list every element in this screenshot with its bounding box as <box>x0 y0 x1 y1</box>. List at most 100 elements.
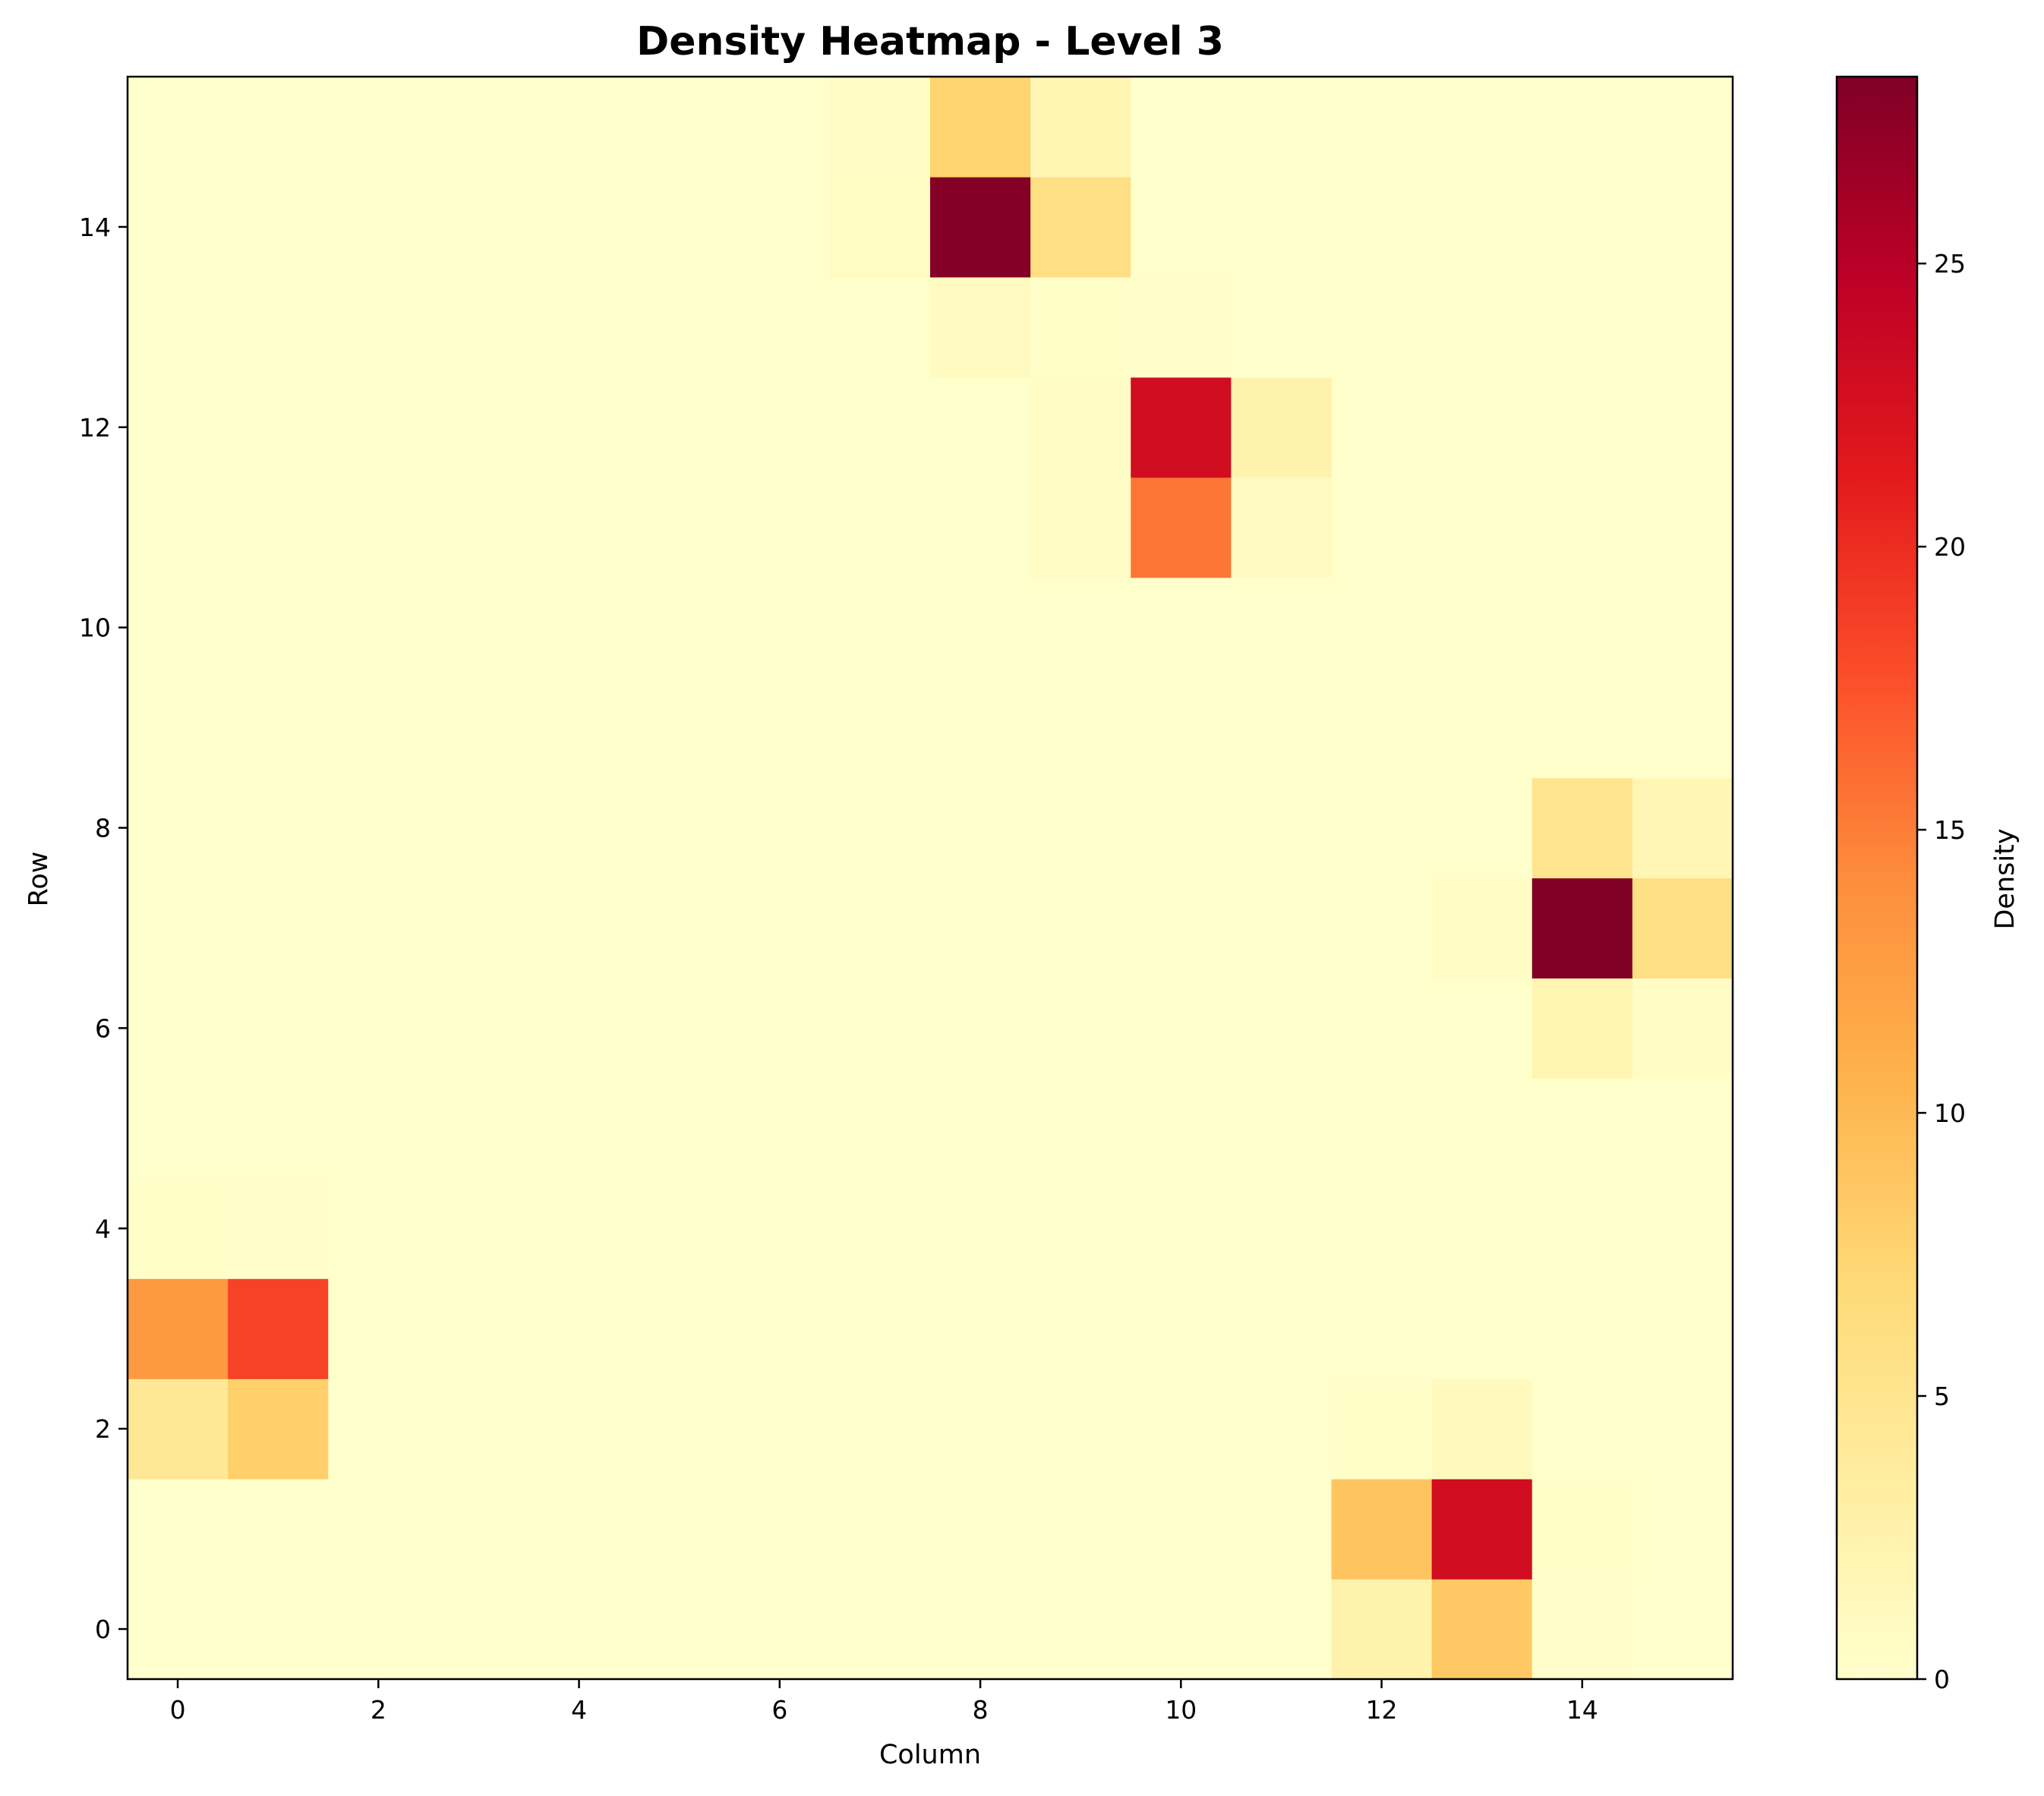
heatmap-cell-r5-c13 <box>1431 1078 1533 1179</box>
x-tick-label: 2 <box>371 1695 386 1725</box>
heatmap-cell-r11-c4 <box>528 477 630 578</box>
heatmap-cell-r11-c0 <box>128 477 229 578</box>
x-axis-label: Column <box>879 1740 981 1770</box>
heatmap-cell-r7-c12 <box>1331 878 1433 979</box>
heatmap-cell-r1-c3 <box>428 1479 530 1580</box>
heatmap-cell-r13-c9 <box>1030 276 1131 378</box>
heatmap-cell-r2-c10 <box>1131 1379 1232 1479</box>
x-tick-label: 12 <box>1366 1695 1398 1725</box>
heatmap-cell-r3-c1 <box>228 1278 329 1379</box>
heatmap-cell-r10-c10 <box>1131 577 1232 679</box>
heatmap-cell-r7-c2 <box>328 878 429 979</box>
heatmap-cell-r15-c11 <box>1231 77 1333 178</box>
colorbar-tick-label: 10 <box>1934 1098 1966 1128</box>
heatmap-cell-r4-c14 <box>1531 1178 1633 1279</box>
heatmap-cell-r9-c0 <box>128 677 229 779</box>
heatmap-cell-r4-c8 <box>930 1178 1031 1279</box>
heatmap-cell-r2-c0 <box>128 1379 229 1479</box>
heatmap-cell-r0-c4 <box>528 1579 630 1680</box>
heatmap-cell-r8-c4 <box>528 777 630 879</box>
heatmap-cell-r12-c2 <box>328 377 429 478</box>
heatmap-cell-r0-c5 <box>629 1579 730 1680</box>
heatmap-cell-r11-c1 <box>228 477 329 578</box>
heatmap-cell-r13-c12 <box>1331 276 1433 378</box>
heatmap-cell-r10-c12 <box>1331 577 1433 679</box>
heatmap-cell-r9-c14 <box>1531 677 1633 779</box>
heatmap-cell-r3-c14 <box>1531 1278 1633 1379</box>
heatmap-cell-r1-c7 <box>829 1479 931 1580</box>
heatmap-cell-r8-c6 <box>729 777 831 879</box>
heatmap-cell-r8-c15 <box>1632 777 1733 879</box>
colorbar-ticks: 0 5 10 15 20 25 <box>1917 249 1966 1694</box>
chart-title: Density Heatmap - Level 3 <box>636 19 1224 65</box>
heatmap-cell-r10-c4 <box>528 577 630 679</box>
heatmap-cell-r1-c4 <box>528 1479 630 1580</box>
heatmap-cell-r0-c6 <box>729 1579 831 1680</box>
colorbar-label: Density <box>1990 828 2020 929</box>
heatmap-cell-r0-c12 <box>1331 1579 1433 1680</box>
heatmap-cell-r4-c11 <box>1231 1178 1333 1279</box>
heatmap-cell-r10-c6 <box>729 577 831 679</box>
heatmap-cell-r5-c10 <box>1131 1078 1232 1179</box>
heatmap-cell-r10-c5 <box>629 577 730 679</box>
heatmap-cell-r0-c9 <box>1030 1579 1131 1680</box>
heatmap-cell-r9-c10 <box>1131 677 1232 779</box>
heatmap-cell-r3-c6 <box>729 1278 831 1379</box>
heatmap-cell-r1-c0 <box>128 1479 229 1580</box>
heatmap-cell-r1-c15 <box>1632 1479 1733 1580</box>
heatmap-cell-r9-c13 <box>1431 677 1533 779</box>
heatmap-cell-r15-c7 <box>829 77 931 178</box>
heatmap-cell-r6-c1 <box>228 978 329 1079</box>
heatmap-cell-r4-c12 <box>1331 1178 1433 1279</box>
heatmap-cell-r14-c6 <box>729 176 831 278</box>
heatmap-cell-r1-c1 <box>228 1479 329 1580</box>
y-tick-label: 10 <box>79 613 111 643</box>
heatmap-cell-r11-c14 <box>1531 477 1633 578</box>
heatmap-cell-r5-c15 <box>1632 1078 1733 1179</box>
heatmap-cell-r1-c5 <box>629 1479 730 1580</box>
heatmap-cell-r13-c0 <box>128 276 229 378</box>
heatmap-cell-r6-c7 <box>829 978 931 1079</box>
heatmap-cell-r1-c6 <box>729 1479 831 1580</box>
y-tick-label: 0 <box>95 1615 111 1644</box>
heatmap-cell-r15-c3 <box>428 77 530 178</box>
heatmap-cell-r2-c6 <box>729 1379 831 1479</box>
heatmap-cell-r2-c15 <box>1632 1379 1733 1479</box>
heatmap-cell-r10-c1 <box>228 577 329 679</box>
heatmap-cell-r12-c4 <box>528 377 630 478</box>
colorbar-tick-label: 5 <box>1934 1382 1950 1411</box>
y-tick-label: 12 <box>79 413 111 443</box>
heatmap-cell-r7-c10 <box>1131 878 1232 979</box>
heatmap-cell-r15-c13 <box>1431 77 1533 178</box>
heatmap-cell-r14-c10 <box>1131 176 1232 278</box>
heatmap-cell-r0-c1 <box>228 1579 329 1680</box>
heatmap-cell-r7-c8 <box>930 878 1031 979</box>
heatmap-cell-r8-c9 <box>1030 777 1131 879</box>
heatmap-cell-r13-c8 <box>930 276 1031 378</box>
heatmap-cell-r8-c0 <box>128 777 229 879</box>
heatmap-cell-r0-c7 <box>829 1579 931 1680</box>
heatmap-cell-r6-c9 <box>1030 978 1131 1079</box>
heatmap-cell-r3-c8 <box>930 1278 1031 1379</box>
heatmap-cell-r11-c2 <box>328 477 429 578</box>
heatmap-cell-r12-c5 <box>629 377 730 478</box>
heatmap-cell-r6-c13 <box>1431 978 1533 1079</box>
heatmap-cell-r8-c7 <box>829 777 931 879</box>
heatmap-cell-r5-c7 <box>829 1078 931 1179</box>
heatmap-cell-r9-c4 <box>528 677 630 779</box>
heatmap-cell-r12-c15 <box>1632 377 1733 478</box>
x-tick-label: 8 <box>973 1695 989 1725</box>
heatmap-cell-r13-c3 <box>428 276 530 378</box>
colorbar-tick-label: 0 <box>1934 1665 1950 1694</box>
heatmap-cell-r10-c9 <box>1030 577 1131 679</box>
heatmap-cell-r4-c7 <box>829 1178 931 1279</box>
heatmap-cell-r10-c7 <box>829 577 931 679</box>
heatmap-cell-r13-c2 <box>328 276 429 378</box>
heatmap-cell-r7-c1 <box>228 878 329 979</box>
heatmap-cell-r8-c14 <box>1531 777 1633 879</box>
heatmap-cell-r6-c6 <box>729 978 831 1079</box>
heatmap-cell-r9-c12 <box>1331 677 1433 779</box>
heatmap-cell-r12-c11 <box>1231 377 1333 478</box>
heatmap-cell-r6-c4 <box>528 978 630 1079</box>
